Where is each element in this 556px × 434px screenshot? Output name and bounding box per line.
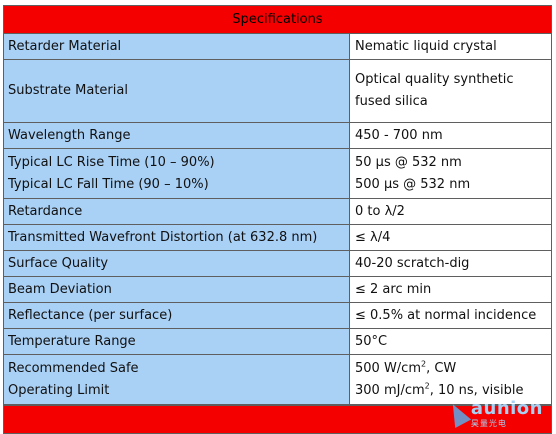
label-text: Reflectance (per surface) [8, 307, 173, 323]
logo-brand-cn: 昊量光电 [470, 419, 507, 428]
logo-text: aunion 昊量光电 [471, 400, 543, 428]
value-text: Optical quality synthetic [355, 72, 514, 87]
table-footer: aunion 昊量光电 [4, 400, 551, 433]
specifications-table: Specifications Retarder Material Nematic… [3, 5, 552, 434]
value-text: 40-20 scratch-dig [355, 255, 470, 271]
row-label: Transmitted Wavefront Distortion (at 632… [4, 225, 350, 250]
row-value: 40-20 scratch-dig [350, 251, 551, 276]
label-text: Substrate Material [8, 83, 128, 98]
value-main: 500 W/cm [355, 360, 421, 376]
row-label: Typical LC Rise Time (10 – 90%) Typical … [4, 149, 350, 198]
table-row: Surface Quality 40-20 scratch-dig [4, 251, 551, 277]
row-value: ≤ 2 arc min [350, 277, 551, 302]
row-value: Nematic liquid crystal [350, 34, 551, 59]
label-text: Beam Deviation [8, 281, 112, 297]
row-value: ≤ λ/4 [350, 225, 551, 250]
row-label: Substrate Material [4, 60, 350, 122]
label-text: Transmitted Wavefront Distortion (at 632… [8, 229, 318, 245]
value-text: Nematic liquid crystal [355, 38, 497, 54]
row-value: 0 to λ/2 [350, 199, 551, 224]
label-text: Surface Quality [8, 255, 109, 271]
aunion-logo: aunion 昊量光电 [444, 400, 543, 428]
table-row: Reflectance (per surface) ≤ 0.5% at norm… [4, 303, 551, 329]
value-suffix: , 10 ns, visible [429, 382, 524, 398]
row-label: Beam Deviation [4, 277, 350, 302]
row-label: Recommended Safe Operating Limit [4, 355, 350, 404]
row-value: Optical quality synthetic fused silica [350, 60, 551, 122]
logo-triangle-icon [444, 400, 471, 428]
row-value: 50 μs @ 532 nm 500 μs @ 532 nm [350, 149, 551, 198]
table-header: Specifications [4, 6, 551, 34]
value-main: 300 mJ/cm [355, 382, 425, 398]
label-text: Typical LC Rise Time (10 – 90%) [8, 154, 215, 170]
value-superscript: 2 [424, 381, 430, 391]
row-label: Surface Quality [4, 251, 350, 276]
label-text: Temperature Range [8, 333, 136, 349]
value-text: ≤ 2 arc min [355, 281, 432, 297]
row-value: ≤ 0.5% at normal incidence [350, 303, 551, 328]
table-row: Beam Deviation ≤ 2 arc min [4, 277, 551, 303]
row-label: Temperature Range [4, 329, 350, 354]
logo-brand: aunion [470, 398, 543, 419]
value-text: ≤ λ/4 [355, 229, 391, 245]
value-text: fused silica [355, 94, 428, 109]
value-text: 0 to λ/2 [355, 203, 405, 219]
row-label: Retardance [4, 199, 350, 224]
table-row: Recommended Safe Operating Limit 500 W/c… [4, 355, 551, 405]
table-row: Retarder Material Nematic liquid crystal [4, 34, 551, 60]
table-row: Transmitted Wavefront Distortion (at 632… [4, 225, 551, 251]
label-text: Recommended Safe [8, 360, 139, 376]
value-text: ≤ 0.5% at normal incidence [355, 307, 537, 323]
table-row: Temperature Range 50°C [4, 329, 551, 355]
value-text: 50°C [355, 333, 388, 349]
value-text: 450 - 700 nm [355, 127, 443, 143]
row-value: 50°C [350, 329, 551, 354]
value-suffix: , CW [426, 360, 457, 376]
table-row: Wavelength Range 450 - 700 nm [4, 123, 551, 149]
value-text: 300 mJ/cm2, 10 ns, visible [355, 380, 551, 402]
label-text: Retardance [8, 203, 83, 219]
label-text: Operating Limit [8, 382, 110, 398]
label-text: Typical LC Fall Time (90 – 10%) [8, 176, 209, 192]
row-label: Retarder Material [4, 34, 350, 59]
value-superscript: 2 [421, 359, 427, 369]
value-text: 500 W/cm2, CW [355, 358, 551, 380]
value-text: 50 μs @ 532 nm [355, 154, 462, 170]
label-text: Retarder Material [8, 38, 122, 54]
table-row: Typical LC Rise Time (10 – 90%) Typical … [4, 149, 551, 199]
row-label: Wavelength Range [4, 123, 350, 148]
row-value: 500 W/cm2, CW 300 mJ/cm2, 10 ns, visible [350, 355, 551, 404]
table-row: Retardance 0 to λ/2 [4, 199, 551, 225]
label-text: Wavelength Range [8, 127, 131, 143]
row-label: Reflectance (per surface) [4, 303, 350, 328]
row-value: 450 - 700 nm [350, 123, 551, 148]
value-text: 500 μs @ 532 nm [355, 176, 471, 192]
table-row: Substrate Material Optical quality synth… [4, 60, 551, 123]
